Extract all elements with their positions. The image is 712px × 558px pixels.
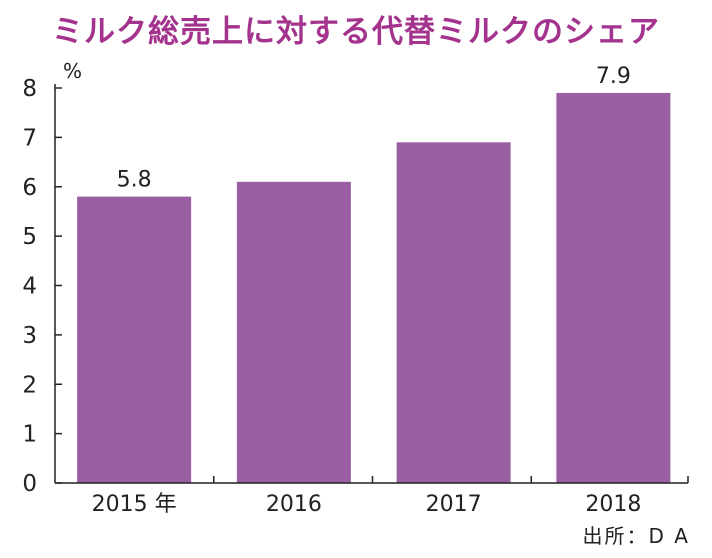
y-tick-label-3: 3 [22, 323, 37, 349]
y-tick-label-6: 6 [22, 175, 37, 201]
x-tick-label-2017: 2017 [426, 492, 482, 517]
x-tick-label-2015: 2015 年 [92, 492, 177, 517]
labels-layer: 5.8 2015 年 2016 2017 7.9 2018 0 1 2 3 4 5 6 7 8% [22, 59, 641, 517]
y-tick-label-4: 4 [22, 274, 37, 300]
x-tick-label-2016: 2016 [266, 492, 322, 517]
y-tick-label-7: 7 [22, 125, 37, 151]
bar-2015 [77, 196, 192, 483]
bar-2016 [236, 181, 351, 483]
source-note: 出所：D A [582, 524, 690, 548]
y-tick-label-0: 0 [22, 471, 37, 497]
bar-2017 [396, 142, 511, 483]
y-tick-label-1: 1 [22, 422, 37, 448]
axis-layer [54, 84, 689, 484]
bars-layer [77, 92, 671, 483]
y-tick-label-8: 8 [22, 76, 37, 102]
data-label-2018: 7.9 [596, 64, 631, 89]
y-tick-label-5: 5 [22, 224, 37, 250]
bar-2018 [556, 92, 671, 483]
y-unit-label: % [63, 59, 82, 83]
data-label-2015: 5.8 [117, 168, 152, 193]
y-tick-label-2: 2 [22, 372, 37, 398]
x-tick-label-2018: 2018 [585, 492, 641, 517]
chart-title: ミルク総売上に対する代替ミルクのシェア [52, 14, 660, 50]
